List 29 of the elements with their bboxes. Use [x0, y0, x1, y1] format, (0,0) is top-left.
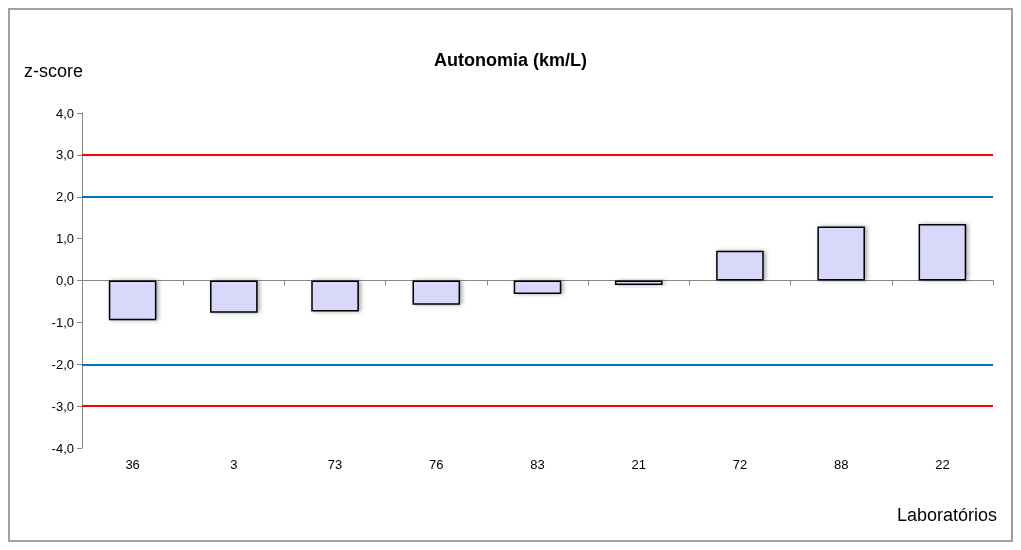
y-tick-label: -3,0	[51, 398, 74, 414]
x-tick-label: 76	[429, 457, 444, 472]
x-tick-label: 72	[732, 457, 748, 472]
bar	[108, 280, 157, 321]
text: Laboratórios	[896, 505, 998, 525]
x-tick-label: 36	[125, 457, 140, 472]
y-tick-label: -4,0	[51, 440, 74, 456]
bar	[412, 280, 461, 305]
y-axis-title: z-score	[24, 61, 84, 81]
y-tick-label: 2,0	[55, 189, 74, 205]
bar	[311, 280, 359, 312]
y-tick-label: 0,0	[55, 273, 74, 288]
bar	[716, 250, 764, 281]
x-tick-label: 21	[631, 457, 646, 472]
bar	[817, 226, 865, 281]
x-tick-label: 22	[935, 457, 950, 472]
x-tick-label: 83	[530, 457, 545, 472]
bar	[918, 223, 967, 281]
y-tick-label: -1,0	[51, 314, 74, 330]
x-tick-label: 73	[327, 457, 343, 472]
y-tick-label: 3,0	[55, 147, 74, 163]
y-tick-label: 4,0	[55, 105, 74, 121]
x-tick-label: 3	[230, 457, 238, 472]
x-tick-label: 88	[833, 457, 849, 472]
bar	[210, 280, 258, 313]
bar	[513, 280, 562, 294]
y-tick-label: -2,0	[51, 356, 74, 372]
y-tick-label: 1,0	[55, 231, 74, 247]
chart-title: Autonomia (km/L)	[434, 50, 587, 70]
